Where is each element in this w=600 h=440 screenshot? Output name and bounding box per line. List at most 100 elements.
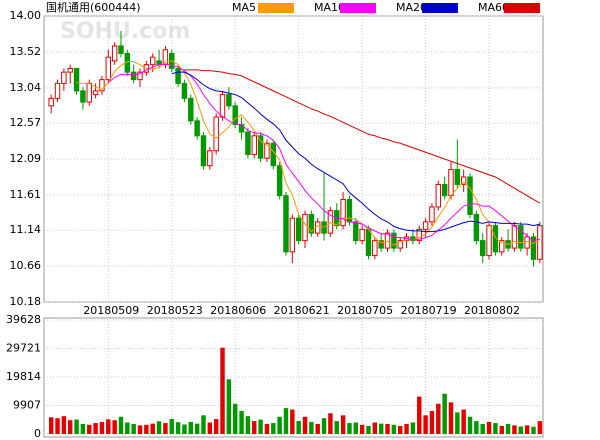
volume-bar <box>277 416 282 434</box>
volume-bar <box>131 423 136 434</box>
volume-bar <box>207 422 213 434</box>
volume-bar <box>182 424 187 434</box>
candle-body <box>492 225 499 253</box>
volume-bar <box>74 419 79 434</box>
candle-body <box>111 45 118 62</box>
candle-body <box>80 90 86 103</box>
candle-body <box>511 225 518 249</box>
candle-body <box>188 97 194 122</box>
volume-tick-label: 29721 <box>6 342 41 355</box>
volume-bar <box>397 425 403 434</box>
x-tick-label: 20180621 <box>274 304 330 317</box>
volume-bar <box>188 421 194 434</box>
volume-bar <box>410 422 416 434</box>
candle-body <box>48 97 54 107</box>
candle-body <box>289 217 296 253</box>
volume-bar <box>499 425 504 434</box>
volume-bar <box>429 410 435 434</box>
candle-body <box>308 213 315 234</box>
volume-bar <box>467 416 473 434</box>
candle-body <box>448 168 454 197</box>
candle-body <box>435 183 442 208</box>
volume-bar <box>340 415 346 434</box>
volume-bar <box>524 425 530 434</box>
y-tick-label: 12.09 <box>10 152 42 165</box>
candle-body <box>276 165 283 197</box>
volume-bar <box>512 425 517 434</box>
volume-bar <box>163 423 168 434</box>
volume-bar <box>271 423 276 434</box>
candle-body <box>213 116 219 152</box>
volume-tick-label: 19814 <box>6 370 41 383</box>
candle-body <box>257 135 264 159</box>
volume-bar <box>296 421 301 434</box>
volume-bar <box>359 424 365 434</box>
x-tick-label: 20180523 <box>147 304 203 317</box>
legend-label: MA5 <box>232 1 256 14</box>
candle-body <box>67 67 73 73</box>
candle-body <box>175 67 181 84</box>
candle-body <box>372 240 378 257</box>
volume-bar <box>175 422 181 434</box>
candle-body <box>460 176 467 185</box>
volume-bar <box>378 423 384 434</box>
legend-swatch <box>258 3 294 13</box>
y-tick-label: 13.04 <box>10 81 42 94</box>
volume-bar <box>315 423 320 434</box>
candle-body <box>422 221 429 230</box>
candle-body <box>200 135 207 167</box>
volume-bar <box>55 418 60 434</box>
candle-body <box>537 225 543 260</box>
x-tick-label: 20180509 <box>83 304 139 317</box>
candle-body <box>219 94 226 118</box>
ma-line <box>76 60 541 246</box>
candle-body <box>99 79 105 92</box>
volume-bar <box>334 421 339 434</box>
candle-body <box>524 236 530 249</box>
volume-bar <box>423 415 428 434</box>
volume-bar <box>321 418 327 434</box>
candle-body <box>486 225 492 257</box>
candle-body <box>359 228 365 242</box>
candle-body <box>302 213 308 242</box>
legend-label: MA20 <box>396 1 427 14</box>
y-tick-label: 14.00 <box>10 9 42 22</box>
candle-body <box>137 71 143 81</box>
volume-bar <box>391 424 397 434</box>
volume-bar <box>372 422 378 434</box>
candle-body <box>226 94 232 107</box>
watermark: SOHU.com <box>60 19 190 44</box>
volume-bar <box>258 419 263 434</box>
volume-bar <box>194 423 200 434</box>
candle-body <box>207 150 213 167</box>
candle-body <box>479 240 486 257</box>
volume-bar <box>232 403 238 434</box>
volume-bar <box>474 421 479 434</box>
x-tick-label: 20180606 <box>210 304 266 317</box>
volume-bar <box>67 420 73 434</box>
volume-bar <box>61 416 67 434</box>
volume-bar <box>226 379 232 434</box>
candle-body <box>441 183 448 197</box>
x-tick-label: 20180705 <box>337 304 393 317</box>
y-tick-label: 12.57 <box>10 116 42 129</box>
volume-bar <box>309 421 314 434</box>
volume-bar <box>99 421 105 434</box>
volume-bar <box>106 419 111 434</box>
candle-body <box>518 225 524 249</box>
volume-tick-label: 39628 <box>6 313 41 326</box>
candle-body <box>429 206 435 223</box>
candle-body <box>130 71 137 81</box>
volume-bar <box>87 424 92 434</box>
volume-bar <box>264 423 270 434</box>
candle-body <box>499 240 505 253</box>
volume-bar <box>302 416 308 434</box>
volume-tick-label: 9907 <box>13 399 41 412</box>
ma-line <box>107 63 540 242</box>
volume-bar <box>328 413 333 434</box>
y-tick-label: 10.66 <box>10 259 42 272</box>
volume-bar <box>417 396 422 434</box>
candle-body <box>378 240 384 249</box>
legend-label: MA60 <box>478 1 509 14</box>
volume-bar <box>137 425 143 434</box>
